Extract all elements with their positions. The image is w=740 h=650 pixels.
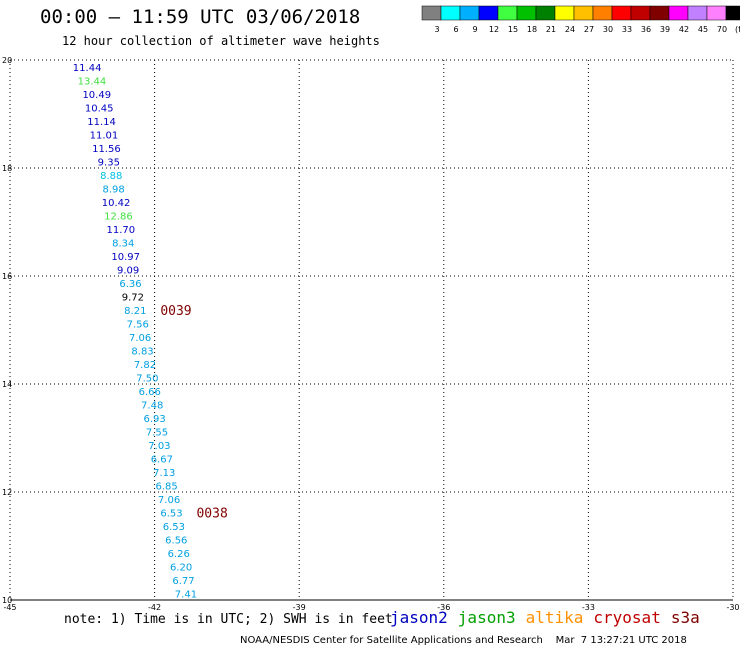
- color-scale-label: 24: [565, 25, 575, 34]
- wave-height-value: 13.44: [78, 76, 107, 87]
- wave-height-value: 11.70: [107, 225, 136, 236]
- wave-height-value: 9.09: [117, 265, 139, 276]
- color-scale-label: 21: [546, 25, 556, 34]
- lat-tick-label: 14: [2, 380, 12, 389]
- lon-tick-label: -45: [3, 603, 16, 612]
- color-scale-label: 3: [434, 25, 439, 34]
- wave-height-value: 6.26: [168, 549, 190, 560]
- page-subtitle: 12 hour collection of altimeter wave hei…: [62, 34, 380, 48]
- wave-height-value: 6.20: [170, 562, 192, 573]
- wave-height-value: 7.41: [175, 589, 197, 600]
- color-scale-label: 9: [472, 25, 477, 34]
- lat-tick-label: 12: [2, 488, 12, 497]
- wave-height-value: 7.48: [141, 400, 163, 411]
- wave-height-value: 7.82: [134, 360, 156, 371]
- wave-height-value: 8.98: [102, 184, 124, 195]
- wave-height-value: 7.56: [127, 319, 149, 330]
- color-scale-label: 15: [508, 25, 518, 34]
- wave-height-value: 11.14: [87, 117, 116, 128]
- legend-altika: altika: [525, 608, 584, 627]
- color-scale-label: 70: [717, 25, 727, 34]
- satellite-legend: jason2 jason3 altika cryosat s3a: [390, 608, 710, 627]
- legend-jason3: jason3: [457, 608, 516, 627]
- wave-height-value: 7.03: [148, 441, 170, 452]
- lat-tick-label: 16: [2, 272, 12, 281]
- lat-tick-label: 20: [2, 56, 12, 65]
- wave-height-value: 11.56: [92, 144, 121, 155]
- lon-tick-label: -42: [148, 603, 161, 612]
- footer-note: note: 1) Time is in UTC; 2) SWH is in fe…: [64, 612, 393, 627]
- lon-tick-label: -39: [293, 603, 306, 612]
- lat-tick-label: 18: [2, 164, 12, 173]
- wave-height-value: 8.88: [100, 171, 122, 182]
- wave-height-value: 10.97: [111, 252, 140, 263]
- wave-height-value: 9.35: [98, 157, 120, 168]
- wave-height-value: 8.34: [112, 238, 134, 249]
- pass-time-label: 0038: [196, 506, 227, 521]
- color-swatch: [725, 5, 740, 21]
- color-scale-label: 30: [603, 25, 613, 34]
- wave-height-value: 10.42: [102, 198, 131, 209]
- wave-height-value: 6.85: [156, 481, 178, 492]
- color-scale-label: 6: [453, 25, 458, 34]
- wave-height-value: 6.53: [163, 522, 185, 533]
- wave-height-value: 7.55: [146, 427, 168, 438]
- color-scale-label: 27: [584, 25, 594, 34]
- lat-tick-label: 10: [2, 596, 12, 605]
- wave-height-value: 7.13: [153, 468, 175, 479]
- wave-height-value: 6.93: [143, 414, 165, 425]
- legend-cryosat: cryosat: [593, 608, 661, 627]
- color-scale-label: (ft): [735, 25, 740, 34]
- wave-height-value: 7.50: [136, 373, 158, 384]
- wave-height-value: 12.86: [104, 211, 133, 222]
- wave-height-value: 11.44: [73, 63, 102, 74]
- lon-tick-label: -36: [437, 603, 450, 612]
- color-scale-label: 45: [698, 25, 708, 34]
- wave-height-value: 11.01: [90, 130, 119, 141]
- color-scale-label: 39: [660, 25, 670, 34]
- legend-jason2: jason2: [390, 608, 448, 627]
- footer-credit: NOAA/NESDIS Center for Satellite Applica…: [240, 635, 687, 646]
- page-title: 00:00 – 11:59 UTC 03/06/2018: [40, 6, 361, 28]
- wave-height-value: 7.06: [129, 333, 151, 344]
- wave-height-value: 6.66: [139, 387, 161, 398]
- lon-tick-label: -30: [726, 603, 739, 612]
- wave-height-value: 8.21: [124, 306, 146, 317]
- wave-height-value: 6.67: [151, 454, 173, 465]
- legend-s3a: s3a: [670, 608, 700, 627]
- color-scale-label: 36: [641, 25, 651, 34]
- wave-height-value: 6.36: [119, 279, 141, 290]
- wave-height-value: 6.53: [160, 508, 182, 519]
- wave-height-value: 10.49: [82, 90, 111, 101]
- wave-height-value: 7.06: [158, 495, 180, 506]
- color-scale-label: 33: [622, 25, 632, 34]
- wave-height-value: 10.45: [85, 103, 114, 114]
- color-scale-label: 18: [527, 25, 537, 34]
- wave-height-value: 6.56: [165, 535, 187, 546]
- pass-time-label: 0039: [160, 304, 191, 319]
- color-scale-label: 42: [679, 25, 689, 34]
- wave-height-value: 6.77: [172, 576, 194, 587]
- wave-height-value: 8.83: [131, 346, 153, 357]
- wave-height-value: 9.72: [122, 292, 144, 303]
- color-scale-label: 12: [489, 25, 499, 34]
- lon-tick-label: -33: [582, 603, 595, 612]
